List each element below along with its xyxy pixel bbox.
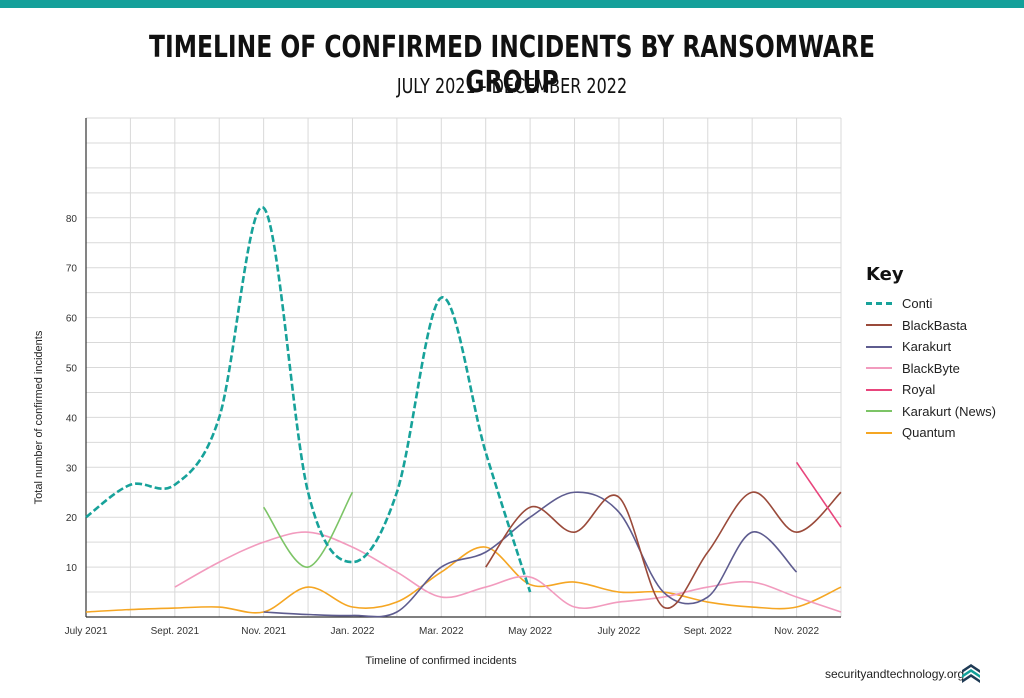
y-tick-label: 60 <box>66 314 78 325</box>
legend-label: Karakurt <box>902 339 952 355</box>
x-tick-label: Nov. 2022 <box>774 626 819 637</box>
y-tick-label: 80 <box>66 214 78 225</box>
y-axis-title: Total number of confirmed incidents <box>33 330 45 504</box>
y-tick-label: 40 <box>66 413 78 424</box>
y-tick-label: 70 <box>66 264 78 275</box>
top-accent-bar <box>0 0 1024 8</box>
legend-item: Quantum <box>866 422 996 444</box>
legend-item: BlackBasta <box>866 315 996 337</box>
chart-title: TIMELINE OF CONFIRMED INCIDENTS BY RANSO… <box>149 30 875 100</box>
x-tick-label: May 2022 <box>508 626 552 637</box>
x-tick-label: July 2021 <box>65 626 108 637</box>
legend-label: Quantum <box>902 425 956 441</box>
legend-label: BlackByte <box>902 360 960 376</box>
legend: Key Conti BlackBasta Karakurt BlackByte Roya… <box>866 264 996 444</box>
y-tick-label: 20 <box>66 513 78 524</box>
legend-swatch <box>866 410 892 413</box>
legend-swatch <box>866 431 892 434</box>
legend-swatch <box>866 324 892 327</box>
x-tick-label: July 2022 <box>598 626 641 637</box>
legend-swatch <box>866 367 892 370</box>
series-line-royal <box>795 461 842 528</box>
legend-swatch <box>866 302 892 306</box>
legend-label: Karakurt (News) <box>902 403 996 419</box>
legend-label: Conti <box>902 296 933 312</box>
series-line-blackbasta <box>485 491 842 609</box>
legend-label: BlackBasta <box>902 317 968 333</box>
legend-item: Karakurt <box>866 336 996 358</box>
legend-item: Karakurt (News) <box>866 401 996 423</box>
x-axis-title: Timeline of confirmed incidents <box>365 655 517 667</box>
stacked-chevrons-logo-icon <box>962 664 980 683</box>
x-tick-label: Sept. 2021 <box>151 626 200 637</box>
legend-swatch <box>866 345 892 348</box>
legend-item: BlackByte <box>866 358 996 380</box>
series-line-karakurt <box>263 491 798 618</box>
site-url: securityandtechnology.org <box>825 667 965 681</box>
y-tick-label: 10 <box>66 563 78 574</box>
y-tick-label: 50 <box>66 364 78 375</box>
x-tick-label: Mar. 2022 <box>419 626 464 637</box>
legend-title: Key <box>866 264 904 285</box>
legend-item: Conti <box>866 293 996 315</box>
legend-swatch <box>866 388 892 391</box>
legend-label: Royal <box>902 382 936 398</box>
y-tick-label: 30 <box>66 463 78 474</box>
series-line-quantum <box>85 546 842 614</box>
x-tick-label: Nov. 2021 <box>241 626 286 637</box>
series-line-blackbyte <box>174 531 842 613</box>
x-tick-label: Sept. 2022 <box>684 626 733 637</box>
series-line-karakurt-news <box>262 491 354 568</box>
chart-subtitle: JULY 2021 - DECEMBER 2022 <box>396 74 628 98</box>
x-tick-label: Jan. 2022 <box>331 626 375 637</box>
legend-item: Royal <box>866 379 996 401</box>
series-line-conti <box>85 206 532 593</box>
